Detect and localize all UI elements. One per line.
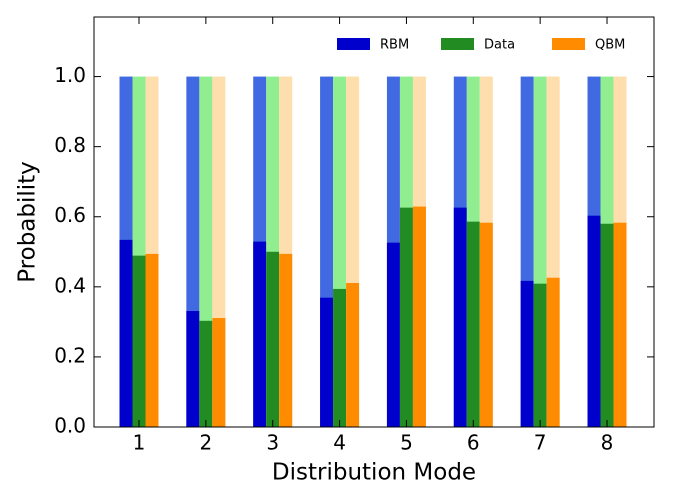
y-tick-label: 0.2: [54, 343, 86, 367]
plot-frame: [93, 16, 655, 428]
x-tick-label: 7: [534, 431, 547, 455]
x-tick-label: 5: [400, 431, 413, 455]
bar: [479, 222, 493, 427]
bar: [145, 253, 159, 427]
x-tick-label: 1: [133, 431, 146, 455]
bar: [613, 222, 627, 427]
x-axis-label: Distribution Mode: [272, 460, 476, 486]
bar: [333, 288, 347, 427]
x-tick-label: 3: [266, 431, 279, 455]
y-tick-label: 0.8: [54, 133, 86, 157]
bar: [466, 221, 480, 427]
y-tick-label: 0.6: [54, 203, 86, 227]
x-tick-label: 6: [467, 431, 480, 455]
bar: [587, 215, 601, 427]
bar: [279, 253, 293, 427]
bar: [453, 207, 467, 427]
legend-swatch: [337, 38, 370, 50]
y-tick-label: 1.0: [54, 63, 86, 87]
bar: [266, 251, 280, 427]
x-tick-label: 2: [199, 431, 212, 455]
bar: [399, 207, 413, 427]
bar: [520, 280, 534, 427]
x-tick-label: 8: [601, 431, 614, 455]
bar: [119, 239, 133, 427]
bar: [546, 277, 560, 427]
bar: [132, 255, 146, 427]
legend-label: RBM: [380, 38, 409, 53]
bar: [533, 283, 547, 427]
bar: [412, 206, 426, 427]
y-tick-label: 0.4: [54, 273, 86, 297]
y-tick-label: 0.0: [54, 414, 86, 438]
legend-swatch: [552, 38, 585, 50]
bar: [199, 320, 213, 427]
legend-label: QBM: [595, 38, 625, 53]
bar: [186, 311, 200, 427]
bar: [346, 282, 360, 427]
legend-label: Data: [484, 38, 515, 53]
y-axis-label: Probability: [15, 161, 41, 283]
bar: [212, 318, 226, 427]
bar: [253, 241, 267, 427]
bar: [386, 242, 400, 427]
x-tick-label: 4: [333, 431, 346, 455]
bar: [320, 297, 334, 427]
legend-swatch: [441, 38, 474, 50]
bar: [600, 223, 614, 427]
